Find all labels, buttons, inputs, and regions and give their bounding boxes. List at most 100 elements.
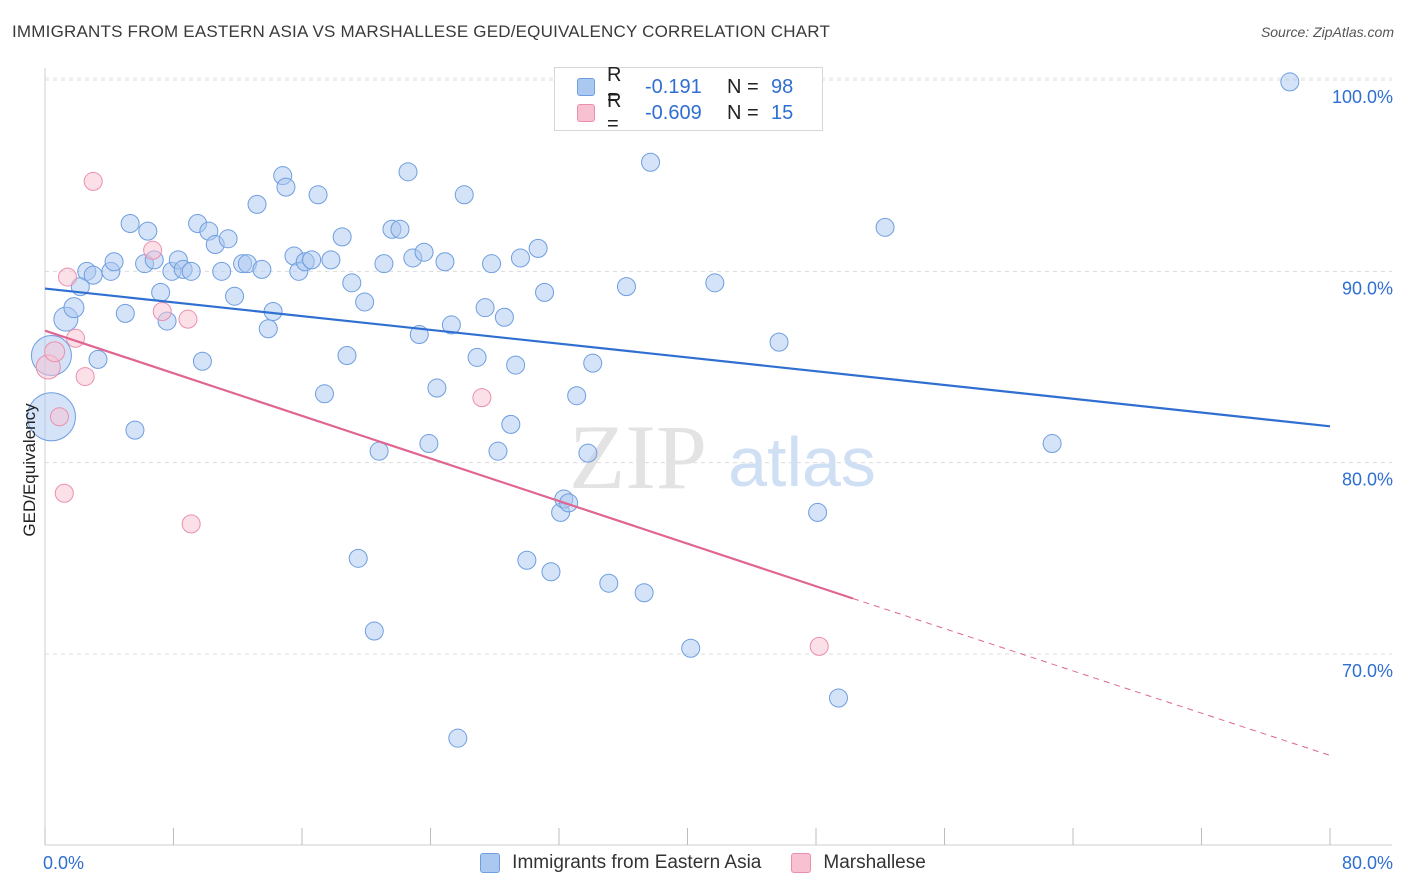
data-point-immigrants: [369, 441, 389, 461]
y-tick-label: 80.0%: [1342, 470, 1393, 490]
data-point-immigrants: [332, 227, 352, 247]
legend-n-label: N =: [727, 101, 759, 124]
gridlines: [45, 77, 1392, 655]
data-point-immigrants: [475, 298, 495, 318]
y-tick-label: 90.0%: [1342, 278, 1393, 298]
data-point-immigrants: [337, 346, 357, 366]
data-point-immigrants: [541, 562, 561, 582]
data-point-immigrants: [258, 319, 278, 339]
data-point-immigrants: [1280, 72, 1300, 92]
data-point-immigrants: [151, 282, 171, 302]
legend-label-immigrants: Immigrants from Eastern Asia: [512, 852, 762, 873]
data-point-immigrants: [374, 254, 394, 274]
data-point-immigrants: [705, 273, 725, 293]
data-point-immigrants: [88, 349, 108, 369]
data-point-immigrants: [414, 242, 434, 262]
data-point-immigrants: [567, 386, 587, 406]
data-point-immigrants: [1042, 434, 1062, 454]
data-point-marshallese: [57, 267, 77, 287]
data-point-marshallese: [75, 367, 95, 387]
data-point-immigrants: [427, 378, 447, 398]
data-point-immigrants: [769, 332, 789, 352]
data-point-immigrants: [218, 229, 238, 249]
data-point-immigrants: [364, 621, 384, 641]
source-credit: Source: ZipAtlas.com: [1260, 24, 1394, 40]
data-point-marshallese: [44, 341, 66, 363]
data-point-immigrants: [488, 441, 508, 461]
data-point-immigrants: [454, 185, 474, 205]
data-point-immigrants: [252, 259, 272, 279]
legend-r-label: R =: [607, 90, 622, 135]
legend-row-immigrants: R = -0.191 N = 98: [577, 64, 794, 109]
data-point-immigrants: [494, 307, 514, 327]
x-tick-label: 0.0%: [43, 853, 84, 873]
trend-line-immigrants: [44, 287, 1331, 428]
data-point-marshallese: [83, 171, 103, 191]
data-point-immigrants: [302, 250, 322, 270]
data-point-marshallese: [472, 388, 492, 408]
data-point-immigrants: [641, 152, 661, 172]
legend-n-value: 98: [771, 75, 794, 98]
legend-label-marshallese: Marshallese: [823, 852, 926, 873]
x-tick-label: 80.0%: [1342, 853, 1393, 873]
data-point-immigrants: [535, 282, 555, 302]
data-point-marshallese: [49, 407, 69, 427]
legend-r-label: R =: [607, 64, 622, 109]
legend-r-value: -0.191: [645, 75, 702, 98]
data-point-marshallese: [152, 302, 172, 322]
data-point-immigrants: [510, 248, 530, 268]
data-point-immigrants: [634, 583, 654, 603]
legend-n-value: 15: [771, 101, 794, 124]
data-point-immigrants: [63, 297, 85, 319]
data-point-immigrants: [506, 355, 526, 375]
data-point-immigrants: [104, 252, 124, 272]
chart-title: IMMIGRANTS FROM EASTERN ASIA VS MARSHALL…: [12, 22, 831, 41]
data-point-immigrants: [181, 261, 201, 281]
tick-labels: 70.0% 80.0% 90.0% 100.0% 0.0% 80.0%: [43, 87, 1393, 873]
data-point-immigrants: [559, 493, 579, 513]
data-point-immigrants: [599, 573, 619, 593]
y-axis-label: GED/Equivalency: [20, 403, 39, 537]
data-point-marshallese: [809, 636, 829, 656]
data-point-marshallese: [181, 514, 201, 534]
data-point-immigrants: [467, 347, 487, 367]
legend-item-marshallese[interactable]: Marshallese: [791, 852, 926, 874]
series-marshallese-points: [35, 171, 829, 656]
legend-item-immigrants[interactable]: Immigrants from Eastern Asia: [480, 852, 761, 874]
legend-swatch-marshallese: [577, 104, 595, 122]
data-point-immigrants: [314, 384, 334, 404]
data-point-immigrants: [501, 414, 521, 434]
data-point-immigrants: [342, 273, 362, 293]
y-tick-label: 70.0%: [1342, 661, 1393, 681]
series-legend: Immigrants from Eastern Asia Marshallese: [0, 852, 1406, 874]
legend-swatch-marshallese: [791, 853, 812, 873]
data-point-marshallese: [143, 240, 163, 260]
data-point-marshallese: [178, 309, 198, 329]
data-point-immigrants: [482, 254, 502, 274]
trend-line-marshallese-extension: [852, 598, 1331, 756]
y-tick-label: 100.0%: [1332, 87, 1393, 107]
data-point-immigrants: [125, 420, 145, 440]
legend-swatch-immigrants: [577, 78, 595, 96]
data-point-immigrants: [308, 185, 328, 205]
trend-lines: [44, 287, 1331, 756]
data-point-immigrants: [321, 250, 341, 270]
data-point-immigrants: [390, 219, 410, 239]
legend-n-label: N =: [727, 75, 759, 98]
data-point-immigrants: [875, 217, 895, 237]
data-point-immigrants: [83, 265, 103, 285]
stats-legend: R = -0.191 N = 98 R = -0.609 N = 15: [554, 64, 823, 135]
data-point-immigrants: [441, 315, 461, 335]
data-point-immigrants: [583, 353, 603, 373]
legend-swatch-immigrants: [480, 853, 501, 873]
watermark: ZIP atlas: [569, 406, 876, 508]
data-point-immigrants: [828, 688, 848, 708]
data-point-immigrants: [192, 351, 212, 371]
data-point-immigrants: [435, 252, 455, 272]
data-point-immigrants: [578, 443, 598, 463]
data-point-immigrants: [212, 261, 232, 281]
data-point-immigrants: [225, 286, 245, 306]
data-point-immigrants: [681, 638, 701, 658]
data-point-marshallese: [54, 483, 74, 503]
data-point-immigrants: [398, 162, 418, 182]
